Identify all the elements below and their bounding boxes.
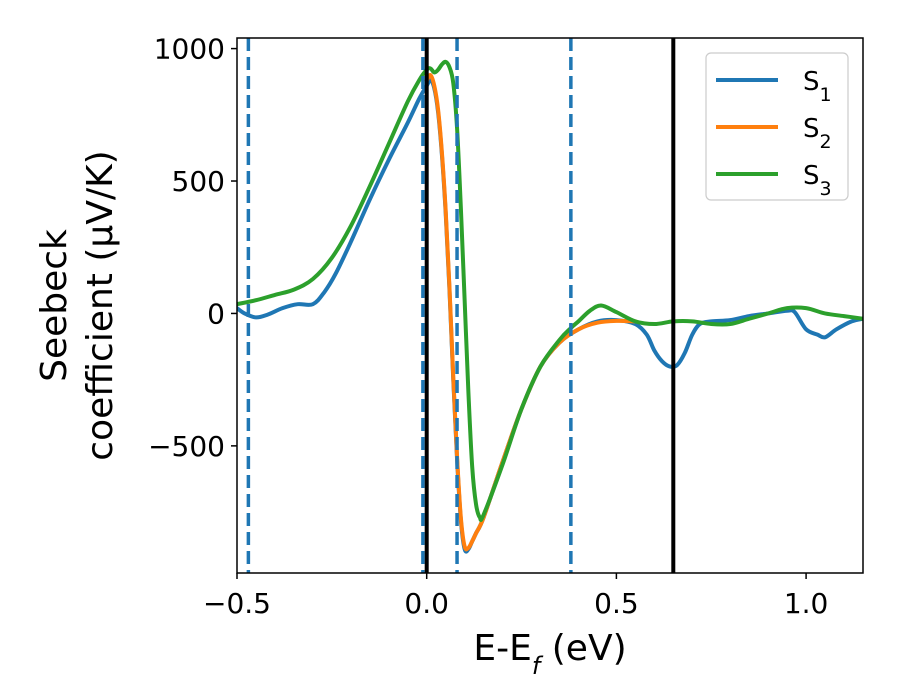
axes-frame [236, 37, 864, 574]
ticks: −0.5 0.0 0.5 1.0 −500 0 500 1000 [148, 33, 828, 620]
y-tick-label: −500 [148, 430, 225, 463]
legend-label-main: S [803, 161, 820, 191]
plot-area [237, 38, 863, 573]
x-axis-label-main: E-E [473, 628, 531, 669]
plot-clip-group [237, 38, 863, 573]
y-tick-label: 500 [172, 165, 225, 198]
x-axis-label-unit: (eV) [540, 628, 626, 669]
legend-label-s1: S1 [803, 67, 832, 106]
legend-label-sub: 3 [820, 178, 832, 200]
series-line-s2 [424, 73, 638, 552]
y-axis-label-line1: Seebeck [34, 229, 75, 382]
legend-label-s2: S2 [803, 114, 832, 153]
legend-label-main: S [803, 67, 820, 97]
y-tick-label: 1000 [154, 33, 225, 66]
legend-label-s3: S3 [803, 161, 832, 200]
legend-label-main: S [803, 114, 820, 144]
series-line-s3 [237, 59, 863, 523]
x-tick-label: 0.0 [404, 587, 449, 620]
legend-label-sub: 1 [820, 84, 832, 106]
y-axis-label: Seebeck coefficient (μV/K) [34, 150, 121, 460]
x-tick-label: 1.0 [784, 587, 829, 620]
x-axis-label: E-Ef (eV) [473, 628, 626, 680]
y-tick-label: 0 [207, 297, 225, 330]
x-tick-label: 0.5 [594, 587, 639, 620]
x-tick-label: −0.5 [203, 587, 271, 620]
y-axis-label-line2: coefficient (μV/K) [80, 150, 121, 460]
legend-label-sub: 2 [820, 131, 832, 153]
